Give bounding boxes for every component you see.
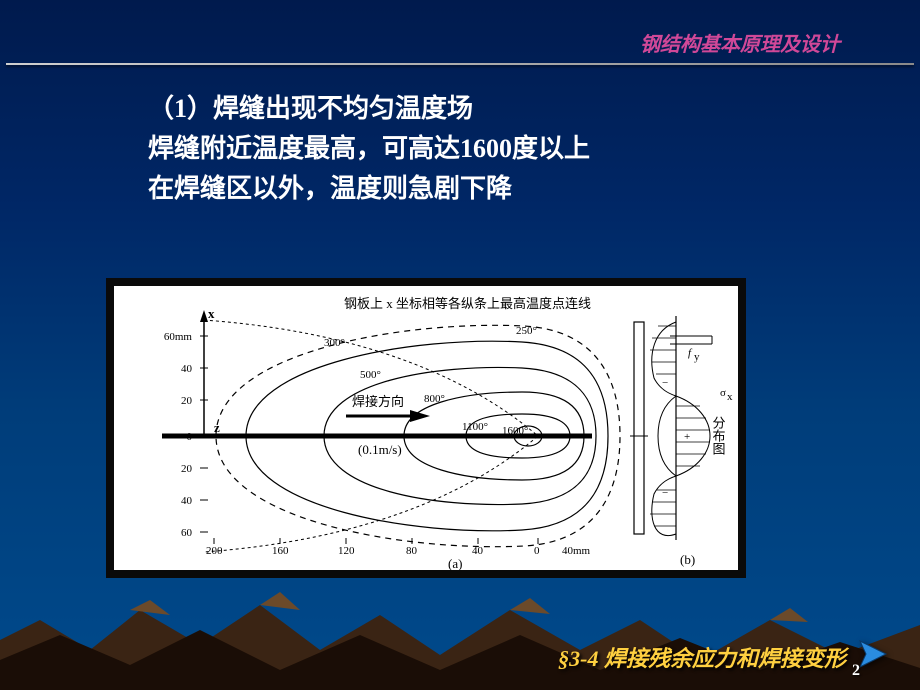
minus-sign-bot: −	[662, 487, 668, 499]
plus-sign: +	[684, 431, 690, 443]
temp-500: 500°	[360, 369, 381, 381]
ytick-60u: 60mm	[164, 331, 193, 343]
section-label: §3-4 焊接残余应力和焊接变形	[558, 641, 846, 673]
ytick-20l: 20	[181, 463, 193, 475]
bullet-line-1: （1）焊缝出现不均匀温度场	[148, 89, 860, 129]
ytick-0: 0	[187, 431, 193, 443]
panel-b: f y + − −	[630, 316, 733, 567]
course-title: 钢结构基本原理及设计	[640, 34, 840, 56]
fy-label: f	[688, 347, 693, 359]
sigma-label: σ	[720, 387, 726, 399]
ytick-60l: 60	[181, 527, 193, 539]
ytick-40l: 40	[181, 495, 193, 507]
sigma-extra: 分布图	[711, 416, 726, 455]
page-number: 2	[852, 662, 860, 680]
z-axis-label: z	[214, 420, 220, 435]
fy-sub: y	[694, 351, 700, 363]
temp-1100: 1100°	[462, 421, 488, 433]
content: （1）焊缝出现不均匀温度场 焊缝附近温度最高，可高达1600度以上 在焊缝区以外…	[0, 65, 920, 209]
temp-800: 800°	[424, 393, 445, 405]
temp-1600: 1600°	[502, 425, 528, 437]
speed-label: (0.1m/s)	[358, 442, 402, 457]
figure-frame: 钢板上 x 坐标相等各纵条上最高温度点连线 x z 焊接方向 (0.1m/s) …	[106, 278, 746, 578]
next-arrow-icon[interactable]	[858, 639, 892, 674]
bullet-line-3: 在焊缝区以外，温度则急剧下降	[148, 169, 860, 209]
header: 钢结构基本原理及设计	[0, 0, 920, 63]
ytick-40u: 40	[181, 363, 193, 375]
ytick-20u: 20	[181, 395, 193, 407]
figure-caption: 钢板上 x 坐标相等各纵条上最高温度点连线	[344, 296, 591, 311]
footer: §3-4 焊接残余应力和焊接变形	[558, 639, 892, 674]
temp-300: 300°	[324, 337, 345, 349]
direction-label: 焊接方向	[352, 394, 404, 409]
minus-sign-top: −	[662, 377, 668, 389]
temp-250: 250°	[516, 325, 537, 337]
x-axis-label: x	[208, 306, 215, 321]
figure: 钢板上 x 坐标相等各纵条上最高温度点连线 x z 焊接方向 (0.1m/s) …	[114, 286, 738, 570]
sigma-sub: x	[727, 391, 733, 403]
bullet-line-2: 焊缝附近温度最高，可高达1600度以上	[148, 129, 860, 169]
